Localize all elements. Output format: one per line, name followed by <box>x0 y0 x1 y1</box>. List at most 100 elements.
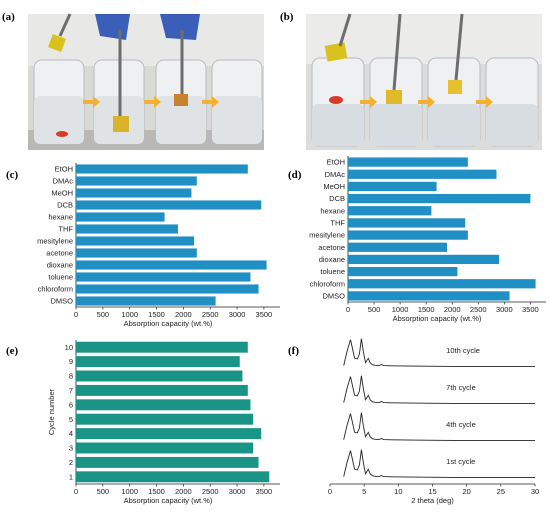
bar-DCB <box>348 193 531 204</box>
series-label: 4th cycle <box>446 420 476 429</box>
red-dye-droplet <box>56 131 68 137</box>
bar-8 <box>76 370 243 382</box>
y-tick-label: 1 <box>69 472 73 481</box>
y-tick-label: THF <box>58 225 73 234</box>
x-tick-label: 1500 <box>148 487 165 496</box>
x-tick-label: 0 <box>346 305 350 314</box>
y-tick-label: toluene <box>48 273 73 282</box>
bar-4 <box>76 428 262 440</box>
bar-3 <box>76 442 254 454</box>
y-tick-label: 5 <box>69 415 73 424</box>
x-axis-label: 2 theta (deg) <box>411 496 454 505</box>
x-tick-label: 500 <box>97 310 110 319</box>
x-tick-label: 2500 <box>202 487 219 496</box>
bar-DMSO <box>76 296 216 306</box>
x-tick-label: 1000 <box>392 305 409 314</box>
bar-toluene <box>76 272 251 282</box>
series-label: 7th cycle <box>446 383 476 392</box>
bar-mesitylene <box>348 230 468 240</box>
xrd-curve <box>343 449 535 478</box>
y-tick-label: 10 <box>65 343 73 352</box>
tweezers-icon <box>58 13 72 37</box>
x-tick-label: 25 <box>497 487 505 496</box>
x-tick-label: 500 <box>97 487 110 496</box>
bar-mesitylene <box>76 236 195 246</box>
y-tick-label: DMSO <box>323 292 346 301</box>
y-tick-label: toluene <box>320 267 345 276</box>
x-tick-label: 3000 <box>496 305 513 314</box>
x-tick-label: 2000 <box>175 310 192 319</box>
x-tick-label: 0 <box>328 487 332 496</box>
bar-2 <box>76 456 259 468</box>
bar-6 <box>76 399 251 411</box>
y-tick-label: chloroform <box>310 279 345 288</box>
bar-hexane <box>76 212 165 222</box>
y-tick-label: MeOH <box>51 189 73 198</box>
y-tick-label: DMSO <box>51 297 74 306</box>
bar-THF <box>76 224 178 234</box>
bar-chart-d: EtOH DMAc MeOH DCB hexane THF mesitylene aceton… <box>309 156 546 323</box>
x-tick-label: 3000 <box>229 487 246 496</box>
red-dye-droplet <box>329 96 343 104</box>
bar-MeOH <box>348 181 437 192</box>
y-tick-label: 3 <box>69 444 73 453</box>
y-tick-label: DMAc <box>53 177 74 186</box>
y-tick-label: DCB <box>329 194 345 203</box>
panel-label-b: (b) <box>280 11 294 23</box>
sponge-sample <box>386 90 402 104</box>
arrow-right-icon <box>202 96 219 108</box>
x-tick-label: 3500 <box>256 487 273 496</box>
x-tick-label: 3000 <box>229 310 246 319</box>
x-tick-label: 3500 <box>522 305 539 314</box>
x-tick-label: 1000 <box>121 487 138 496</box>
bar-5 <box>76 413 254 425</box>
sponge-sample <box>48 34 66 52</box>
bar-toluene <box>348 266 458 277</box>
photo-panel-b <box>306 13 542 150</box>
sponge-sample <box>113 116 129 132</box>
bar-EtOH <box>76 164 248 174</box>
x-tick-label: 0 <box>74 310 78 319</box>
x-tick-label: 0 <box>74 487 78 496</box>
series-label: 10th cycle <box>446 346 480 355</box>
y-tick-label: mesitylene <box>37 237 73 246</box>
bar-chart-e: 10 9 8 7 6 5 4 3 2 10 500 1000 1500 2000 2500 3000 3500 A… <box>47 340 280 505</box>
y-tick-label: MeOH <box>323 182 345 191</box>
panel-label-a: (a) <box>2 11 15 23</box>
arrow-right-icon <box>83 96 100 108</box>
arrow-right-icon <box>418 96 435 108</box>
bar-1 <box>76 471 270 483</box>
y-tick-label: hexane <box>320 206 345 215</box>
xrd-chart-f: 0 5 10 15 20 25 30 2 theta (deg) 10th cycle 7th c… <box>328 338 539 505</box>
y-tick-label: 4 <box>69 429 73 438</box>
tweezers-icon <box>338 13 352 47</box>
x-axis-label: Absorption capacity (wt.%) <box>124 496 213 505</box>
x-tick-label: 10 <box>394 487 402 496</box>
bar-dioxane <box>76 260 267 270</box>
xrd-curve <box>343 375 535 404</box>
y-tick-label: mesitylene <box>309 231 345 240</box>
bar-acetone <box>348 242 447 252</box>
x-tick-label: 30 <box>531 487 539 496</box>
glove-icon <box>160 14 200 40</box>
bar-DMAc <box>348 169 497 179</box>
arrow-right-icon <box>360 96 377 108</box>
x-axis-label: Absorption capacity (wt.%) <box>393 314 482 323</box>
x-tick-label: 1500 <box>148 310 165 319</box>
y-tick-label: DMAc <box>325 170 346 179</box>
x-tick-label: 500 <box>368 305 381 314</box>
bar-DMAc <box>76 176 197 186</box>
panel-label-f: (f) <box>288 345 299 357</box>
sponge-sample <box>324 42 348 62</box>
bar-7 <box>76 384 248 396</box>
bar-10 <box>76 341 248 353</box>
xrd-curve <box>343 412 535 441</box>
x-tick-label: 20 <box>462 487 470 496</box>
y-tick-label: dioxane <box>319 255 345 264</box>
bar-chloroform <box>348 279 536 289</box>
x-axis-label: Absorption capacity (wt.%) <box>124 319 213 328</box>
arrow-right-icon <box>476 96 493 108</box>
y-tick-label: THF <box>330 219 345 228</box>
bar-dioxane <box>348 254 500 265</box>
y-axis-label: Cycle number <box>47 388 56 435</box>
